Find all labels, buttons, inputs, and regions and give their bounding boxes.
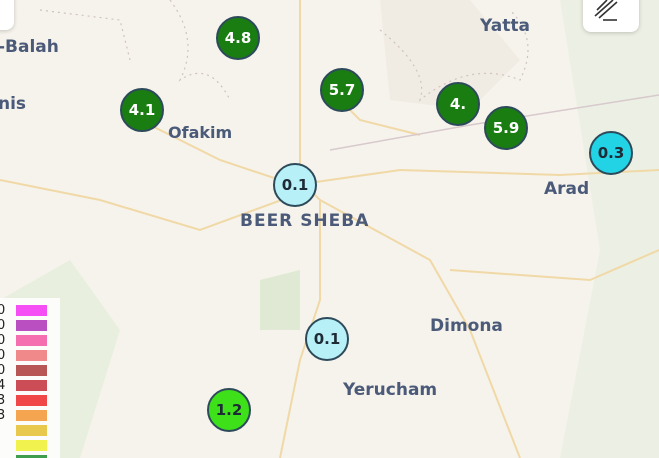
place-label: -Balah	[0, 37, 59, 57]
legend-label: 3	[0, 393, 6, 408]
station-marker[interactable]: 0.3	[589, 131, 633, 175]
legend-label: 0	[0, 363, 6, 378]
legend-label: 4	[0, 378, 6, 393]
legend-row	[0, 440, 60, 453]
station-marker[interactable]: 1.2	[207, 388, 251, 432]
place-label: BEER SHEBA	[240, 211, 370, 231]
marker-value: 5.9	[492, 119, 520, 137]
legend-swatch	[16, 350, 47, 361]
marker-value: 0.1	[281, 176, 309, 194]
map-control-button[interactable]	[0, 0, 14, 30]
legend-row: 3	[0, 408, 60, 423]
marker-value: 1.2	[215, 401, 243, 419]
station-marker[interactable]: 4.8	[216, 16, 260, 60]
legend-swatch	[16, 380, 47, 391]
place-label: Yerucham	[343, 380, 438, 400]
legend-row: 0	[0, 333, 60, 348]
marker-value: 0.3	[597, 144, 625, 162]
place-label: Arad	[544, 179, 590, 199]
legend-row: 0	[0, 363, 60, 378]
legend-row: 0	[0, 348, 60, 363]
legend-swatch	[16, 320, 47, 331]
marker-value: 4.	[449, 95, 467, 113]
legend-label: 3	[0, 408, 6, 423]
legend-label: 0	[0, 348, 6, 363]
legend-swatch	[16, 455, 47, 458]
legend-row: 0	[0, 303, 60, 318]
marker-value: 0.1	[313, 330, 341, 348]
legend-label: 0	[0, 333, 6, 348]
station-marker[interactable]: 5.7	[320, 68, 364, 112]
draw-polygon-icon	[594, 0, 618, 21]
legend-swatch	[16, 410, 47, 421]
legend-label: 0	[0, 303, 6, 318]
place-label: Ofakim	[168, 123, 233, 142]
place-label: Yatta	[480, 16, 530, 36]
station-marker[interactable]: 5.9	[484, 106, 528, 150]
station-marker[interactable]: 0.1	[305, 317, 349, 361]
legend-swatch	[16, 365, 47, 376]
legend-row: 4	[0, 378, 60, 393]
legend-swatch	[16, 335, 47, 346]
legend-swatch	[16, 305, 47, 316]
place-label: Dimona	[430, 316, 503, 336]
legend-row: 0	[0, 318, 60, 333]
station-marker[interactable]: 4.	[436, 82, 480, 126]
legend-row	[0, 425, 60, 438]
legend-label: 0	[0, 318, 6, 333]
draw-button[interactable]	[583, 0, 639, 32]
legend-row	[0, 455, 60, 458]
marker-value: 4.8	[224, 29, 252, 47]
marker-value: 4.1	[128, 101, 156, 119]
marker-value: 5.7	[328, 81, 356, 99]
place-label: nis	[0, 94, 27, 114]
legend-swatch	[16, 425, 47, 436]
legend-swatch	[16, 395, 47, 406]
legend-swatch	[16, 440, 47, 451]
legend-row: 3	[0, 393, 60, 408]
station-marker[interactable]: 4.1	[120, 88, 164, 132]
station-marker[interactable]: 0.1	[273, 163, 317, 207]
